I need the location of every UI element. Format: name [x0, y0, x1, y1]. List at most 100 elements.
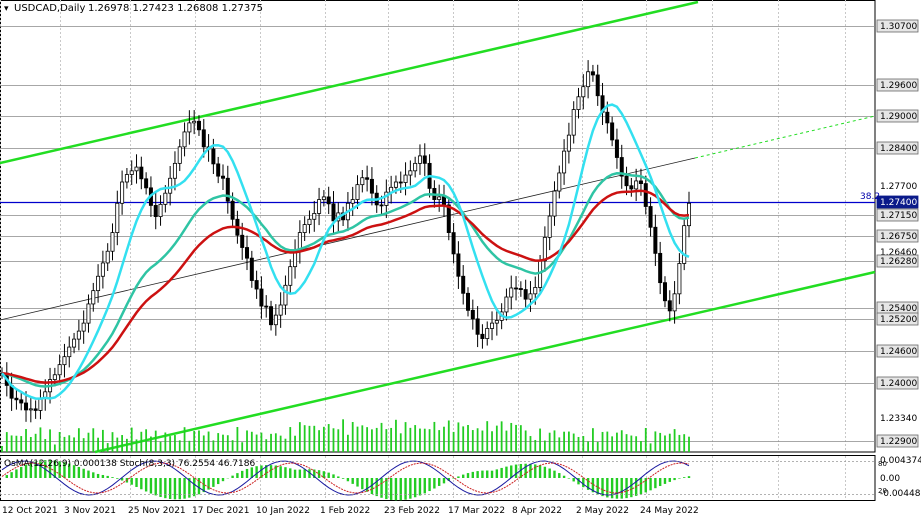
candle: [413, 156, 418, 178]
candle-body: [369, 178, 374, 194]
time-label: 2 May 2022: [576, 506, 629, 516]
indicator-label: OsMA(12,26,9) 0.000138 Stoch(8,3,3) 76.2…: [4, 459, 255, 469]
candle: [518, 281, 523, 297]
candle: [124, 168, 129, 189]
candle: [634, 168, 639, 202]
price-label: 1.24600: [880, 347, 917, 357]
main-frame: [0, 0, 876, 453]
time-label: 17 Mar 2022: [448, 506, 505, 516]
candle: [283, 275, 288, 315]
candle: [658, 241, 663, 295]
candle: [72, 332, 77, 354]
candle: [552, 181, 557, 226]
candle-body: [163, 192, 168, 205]
volume-bars: [1, 419, 690, 452]
candle-body: [586, 71, 591, 88]
candle-body: [614, 139, 619, 158]
candle-body: [57, 364, 62, 376]
stoch-level-label: 20: [878, 487, 887, 495]
candle-body: [81, 322, 86, 332]
price-label: 1.24000: [880, 379, 917, 389]
candle: [302, 216, 307, 241]
price-label-box: [876, 141, 919, 155]
candle: [408, 160, 413, 186]
candle: [225, 165, 230, 214]
candle-body: [581, 86, 586, 98]
candle-body: [619, 157, 624, 177]
time-label: 23 Feb 2022: [384, 506, 440, 516]
candle: [682, 219, 687, 271]
candles: [0, 60, 692, 423]
candle: [163, 185, 168, 213]
candle: [312, 200, 317, 232]
candle-body: [658, 252, 663, 284]
candle: [480, 324, 485, 349]
candle-body: [643, 183, 648, 207]
candle: [437, 184, 442, 212]
candle: [168, 166, 173, 206]
candle-body: [249, 257, 254, 281]
candle: [129, 160, 134, 185]
candle-body: [269, 306, 274, 326]
candle-body: [312, 213, 317, 220]
candle-body: [225, 177, 230, 202]
candle: [422, 143, 427, 176]
time-label: 25 Nov 2021: [128, 506, 186, 516]
candle: [365, 165, 370, 192]
price-label-box: [876, 254, 919, 268]
candle: [581, 74, 586, 110]
candle-body: [19, 399, 24, 404]
candle: [76, 319, 81, 351]
candle: [456, 241, 461, 289]
candle-body: [528, 293, 533, 300]
candle-body: [485, 328, 490, 339]
price-label: 1.26460: [880, 248, 917, 258]
candle: [62, 343, 67, 378]
header-ohlc: 1.26978 1.27423 1.26808 1.27375: [88, 3, 263, 14]
candle-body: [24, 402, 29, 411]
candle: [158, 195, 163, 226]
candle-body: [182, 131, 187, 148]
candle-body: [153, 205, 158, 218]
candle: [57, 354, 62, 385]
candle: [610, 116, 615, 147]
candle-body: [259, 288, 264, 307]
candle-body: [105, 250, 110, 264]
indicator-axis-label: -0.004489: [880, 489, 921, 499]
candle: [360, 169, 365, 193]
candle: [485, 321, 490, 346]
indicator-axis-label: 0.00: [880, 474, 900, 484]
candle-body: [129, 170, 134, 175]
candle-body: [638, 180, 643, 184]
price-label: 1.29600: [880, 81, 917, 91]
candle-body: [557, 172, 562, 192]
candle: [648, 197, 653, 237]
candle: [523, 279, 528, 310]
candle: [220, 164, 225, 190]
candle-body: [38, 397, 43, 411]
time-label: 24 May 2022: [640, 506, 699, 516]
candle: [33, 400, 38, 419]
candle: [14, 388, 19, 410]
price-label: 1.26750: [880, 232, 917, 242]
stoch-d-line: [1, 462, 690, 494]
ma-cyan-line: [1, 103, 690, 400]
candle: [461, 265, 466, 305]
trend-extension-line: [694, 115, 876, 159]
candle-body: [403, 174, 408, 183]
price-label: 1.30700: [880, 22, 917, 32]
candle-body: [470, 309, 475, 320]
candle-body: [648, 206, 653, 228]
candle: [667, 290, 672, 322]
candle: [514, 276, 519, 301]
price-label: 1.22900: [880, 437, 917, 447]
candle-body: [110, 232, 115, 252]
indicator-axis-label: 0.0043746: [880, 456, 921, 466]
candle: [321, 190, 326, 207]
candle: [629, 177, 634, 197]
candle-body: [475, 318, 480, 335]
channel-lower-line: [94, 270, 876, 454]
candle: [182, 122, 187, 157]
